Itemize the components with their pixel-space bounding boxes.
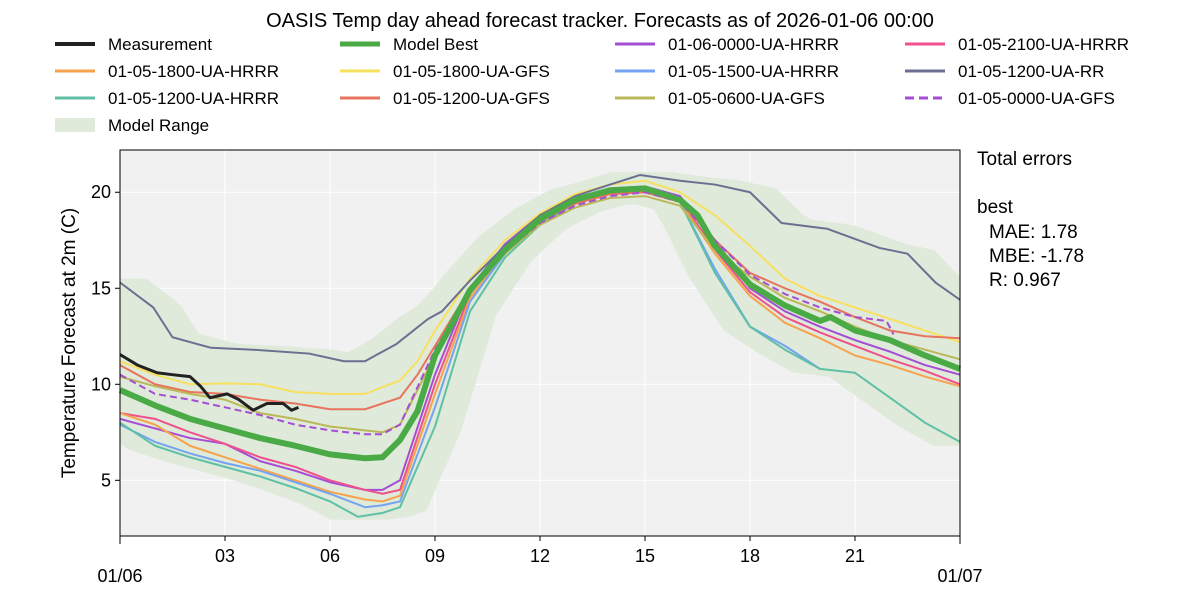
x-tick-label: 06 (320, 546, 340, 566)
legend-label: 01-05-1200-UA-HRRR (108, 89, 279, 108)
legend-label: 01-05-1200-UA-RR (958, 62, 1104, 81)
legend-label: 01-05-1500-UA-HRRR (668, 62, 839, 81)
legend-label: 01-05-1800-UA-HRRR (108, 62, 279, 81)
series-line-measurement (119, 353, 300, 412)
legend-label: Model Best (393, 35, 478, 54)
series-line-01-05-0600-ua-gfs (119, 195, 961, 434)
legend-swatch-range (55, 118, 95, 132)
x-tick-label: 15 (635, 546, 655, 566)
model-range-band (120, 171, 960, 520)
x-tick-label: 09 (425, 546, 445, 566)
x-tick-label: 21 (845, 546, 865, 566)
legend-label: 01-05-0000-UA-GFS (958, 89, 1115, 108)
x-tick-label: 18 (740, 546, 760, 566)
y-tick-label: 5 (101, 470, 111, 490)
chart-title: OASIS Temp day ahead forecast tracker. F… (266, 10, 934, 32)
errors-r: R: 0.967 (989, 270, 1061, 291)
x-date-label: 01/07 (937, 566, 982, 586)
legend: Measurement Model Best 01-06-0000-UA-HRRR 0… (55, 35, 1129, 135)
error-panel: Total errors best MAE: 1.78 MBE: -1.78 R… (977, 149, 1084, 291)
y-tick-label: 15 (91, 278, 111, 298)
y-tick-label: 20 (91, 182, 111, 202)
series-line-01-05-0000-ua-gfs (119, 191, 895, 436)
errors-mbe: MBE: -1.78 (989, 246, 1084, 267)
series-line-01-05-1800-ua-gfs (119, 179, 961, 395)
axes: 5 10 15 20 03 06 09 12 15 18 21 01/06 01/07 (91, 182, 983, 586)
legend-label: Measurement (108, 35, 212, 54)
series-line-model-best (118, 185, 962, 462)
errors-mae: MAE: 1.78 (989, 222, 1078, 243)
y-axis-label: Temperature Forecast at 2m (C) (59, 208, 80, 478)
legend-label: Model Range (108, 116, 209, 135)
series-lines (118, 173, 962, 518)
x-tick-label: 12 (530, 546, 550, 566)
errors-heading: Total errors (977, 149, 1072, 170)
series-line-01-05-1200-ua-hrrr (119, 189, 961, 518)
legend-label: 01-06-0000-UA-HRRR (668, 35, 839, 54)
y-tick-label: 10 (91, 374, 111, 394)
legend-label: 01-05-0600-UA-GFS (668, 89, 825, 108)
legend-label: 01-05-2100-UA-HRRR (958, 35, 1129, 54)
x-date-label: 01/06 (97, 566, 142, 586)
legend-label: 01-05-1800-UA-GFS (393, 62, 550, 81)
errors-model: best (977, 197, 1014, 218)
x-tick-label: 03 (215, 546, 235, 566)
legend-label: 01-05-1200-UA-GFS (393, 89, 550, 108)
